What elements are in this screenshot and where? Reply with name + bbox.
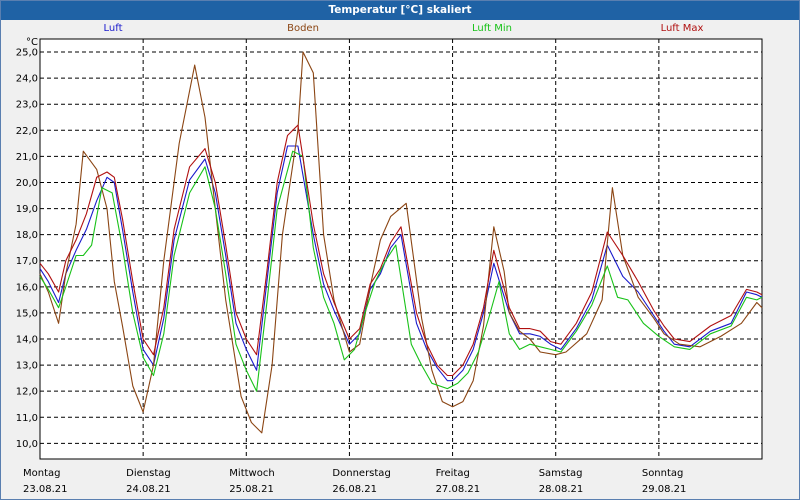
plot-area: [39, 38, 763, 460]
y-tick-label: 16,0: [16, 282, 38, 293]
y-tick-labels: 25,0 24,0 23,0 22,0 21,0 20,0 19,0 18,0 17,0 16,0…: [16, 48, 38, 450]
y-tick-label: 14,0: [16, 335, 38, 346]
y-tick-label: 22,0: [16, 126, 38, 137]
legend-luft: Luft: [103, 23, 123, 34]
y-tick-label: 24,0: [16, 74, 38, 85]
x-tick-day: Samstag: [539, 468, 583, 479]
x-tick-day: Donnerstag: [332, 468, 390, 479]
x-tick-date: 24.08.21: [126, 484, 171, 495]
x-tick-date: 25.08.21: [229, 484, 274, 495]
window-title: Temperatur [°C] skaliert: [1, 1, 799, 20]
x-tick-date: 27.08.21: [436, 484, 481, 495]
x-tick-date: 29.08.21: [642, 484, 687, 495]
x-tick-day: Mittwoch: [229, 468, 274, 479]
legend-luft-max: Luft Max: [660, 23, 704, 34]
x-tick-day: Freitag: [436, 468, 470, 479]
x-tick-date: 26.08.21: [332, 484, 377, 495]
grid-lines: [40, 39, 762, 459]
y-axis-unit: °C: [26, 37, 38, 48]
y-tick-label: 19,0: [16, 204, 38, 215]
y-tick-label: 12,0: [16, 387, 38, 398]
y-tick-label: 11,0: [16, 413, 38, 424]
y-tick-label: 23,0: [16, 100, 38, 111]
y-tick-label: 17,0: [16, 256, 38, 267]
x-tick-day: Dienstag: [126, 468, 171, 479]
y-tick-label: 18,0: [16, 230, 38, 241]
y-tick-label: 20,0: [16, 178, 38, 189]
series-lines: [39, 51, 763, 434]
legend-luft-min: Luft Min: [472, 23, 512, 34]
y-tick-label: 21,0: [16, 152, 38, 163]
y-tick-label: 15,0: [16, 308, 38, 319]
x-tick-date: 28.08.21: [539, 484, 584, 495]
legend-boden: Boden: [287, 23, 319, 34]
x-tick-date: 23.08.21: [23, 484, 68, 495]
series-line-luft-min: [39, 150, 763, 392]
x-tick-day: Sonntag: [642, 468, 684, 479]
x-tick-labels: Montag 23.08.21 Dienstag 24.08.21 Mittwoch 25…: [23, 468, 686, 495]
y-tick-label: 25,0: [16, 48, 38, 59]
y-tick-label: 10,0: [16, 439, 38, 450]
series-line-luft-max: [39, 124, 763, 377]
series-line-boden: [39, 51, 763, 434]
x-tick-day: Montag: [23, 468, 60, 479]
y-tick-label: 13,0: [16, 361, 38, 372]
